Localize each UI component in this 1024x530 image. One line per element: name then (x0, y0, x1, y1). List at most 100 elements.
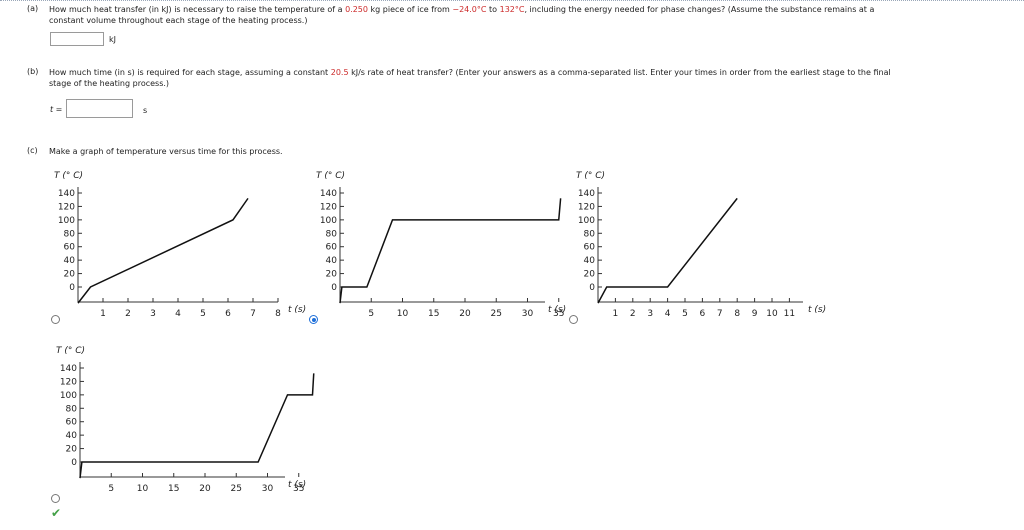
question-a-text: How much heat transfer (in kJ) is necess… (49, 5, 875, 25)
x-tick-label: 35 (293, 484, 304, 494)
x-axis-label: t (s) (288, 480, 306, 490)
y-axis-label: T (° C) (54, 171, 83, 181)
x-tick-label: 9 (752, 309, 758, 319)
y-tick-label: 20 (326, 270, 338, 280)
x-tick-label: 5 (682, 309, 688, 319)
x-tick-label: 4 (665, 309, 671, 319)
y-tick-label: 60 (64, 243, 76, 253)
x-tick-label: 3 (150, 309, 156, 319)
heat-rate-value: 20.5 (330, 68, 349, 77)
question-a-label: (a) (27, 4, 39, 13)
graph-option-2: T (° C) 140 120 100 80 60 40 20 0 5 10 15 20 25 30 35t … (316, 171, 566, 319)
heat-transfer-unit: kJ (109, 35, 116, 44)
x-tick-label: 20 (199, 484, 211, 494)
mass-value: 0.250 (345, 5, 368, 14)
x-tick-label: 3 (647, 309, 653, 319)
y-tick-label: 140 (578, 189, 595, 199)
heat-transfer-input[interactable] (50, 32, 104, 46)
y-tick-label: 40 (326, 256, 338, 266)
x-tick-label: 11 (784, 309, 795, 319)
x-tick-label: 30 (522, 309, 534, 319)
y-axis-label: T (° C) (316, 171, 345, 181)
y-tick-label: 80 (64, 229, 76, 239)
x-tick-label: 35 (553, 309, 564, 319)
graph-option-4: T (° C) 140 120 100 80 60 40 20 0 5 10 15 20 25 30 35t … (56, 346, 315, 494)
y-tick-label: 100 (58, 216, 75, 226)
graph-option-3-radio[interactable] (569, 315, 578, 324)
x-tick-label: 2 (630, 309, 636, 319)
question-b-text: How much time (in s) is required for eac… (49, 68, 891, 88)
temperature-line (597, 197, 738, 304)
x-axis-label: t (s) (288, 305, 306, 315)
x-tick-label: 15 (428, 309, 439, 319)
y-tick-label: 60 (66, 418, 78, 428)
y-tick-label: 120 (578, 202, 595, 212)
y-tick-label: 20 (64, 270, 76, 280)
y-tick-label: 20 (66, 445, 78, 455)
x-axis-label: t (s) (808, 305, 826, 315)
y-tick-label: 40 (584, 256, 596, 266)
y-axis-label: T (° C) (56, 346, 85, 356)
x-tick-label: 7 (717, 309, 723, 319)
temperature-line (77, 197, 249, 304)
y-tick-label: 0 (69, 283, 75, 293)
y-tick-label: 0 (331, 283, 337, 293)
x-tick-label: 1 (613, 309, 619, 319)
stage-times-unit: s (143, 106, 148, 115)
stage-times-input[interactable] (66, 99, 133, 118)
y-tick-label: 0 (589, 283, 595, 293)
x-tick-label: 8 (734, 309, 740, 319)
question-c-label: (c) (27, 146, 38, 155)
x-tick-label: 10 (766, 309, 778, 319)
x-tick-label: 6 (700, 309, 706, 319)
y-tick-label: 60 (326, 243, 338, 253)
time-label: t = (50, 105, 63, 114)
x-tick-label: 20 (459, 309, 471, 319)
x-tick-label: 30 (262, 484, 274, 494)
graph-option-1: T (° C) 140 120 100 80 60 40 20 0 1 2 3 4 5 6 7 8 t (s) (54, 171, 306, 319)
x-tick-label: 15 (168, 484, 179, 494)
y-tick-label: 100 (320, 216, 337, 226)
y-tick-label: 120 (58, 202, 75, 212)
y-axis-label: T (° C) (576, 171, 605, 181)
x-axis-label: t (s) (548, 305, 566, 315)
x-tick-label: 5 (368, 309, 374, 319)
x-tick-label: 10 (137, 484, 149, 494)
y-tick-label: 140 (58, 189, 75, 199)
x-tick-label: 10 (397, 309, 409, 319)
y-tick-label: 0 (71, 458, 77, 468)
y-tick-label: 120 (320, 202, 337, 212)
y-tick-label: 140 (60, 364, 77, 374)
x-tick-label: 5 (200, 309, 206, 319)
graph-option-3: T (° C) 140 120 100 80 60 40 20 0 1 2 3 4 5 6 7 8 9 10 11 t … (576, 171, 826, 319)
top-divider (0, 0, 1024, 1)
question-b-label: (b) (27, 67, 39, 76)
x-tick-label: 1 (100, 309, 106, 319)
y-tick-label: 80 (326, 229, 338, 239)
x-tick-label: 7 (250, 309, 256, 319)
x-tick-label: 2 (125, 309, 131, 319)
x-tick-label: 6 (225, 309, 231, 319)
x-tick-label: 4 (175, 309, 181, 319)
y-tick-label: 100 (578, 216, 595, 226)
start-temperature: −24.0°C (452, 5, 487, 14)
y-tick-label: 40 (66, 431, 78, 441)
y-tick-label: 100 (60, 391, 77, 401)
graph-option-4-radio[interactable] (51, 494, 60, 503)
y-tick-label: 20 (584, 270, 596, 280)
graph-option-2-radio[interactable] (309, 315, 318, 324)
x-tick-label: 5 (108, 484, 114, 494)
temperature-line (79, 373, 315, 479)
question-c-text: Make a graph of temperature versus time … (49, 147, 283, 156)
y-tick-label: 120 (60, 377, 77, 387)
y-tick-label: 140 (320, 189, 337, 199)
end-temperature: 132°C (499, 5, 525, 14)
y-tick-label: 80 (584, 229, 596, 239)
temperature-line (339, 198, 562, 304)
checkmark-icon: ✔ (51, 506, 62, 520)
y-tick-label: 60 (584, 243, 596, 253)
x-tick-label: 25 (491, 309, 502, 319)
x-tick-label: 8 (275, 309, 281, 319)
graph-option-1-radio[interactable] (51, 315, 60, 324)
x-tick-label: 25 (231, 484, 242, 494)
